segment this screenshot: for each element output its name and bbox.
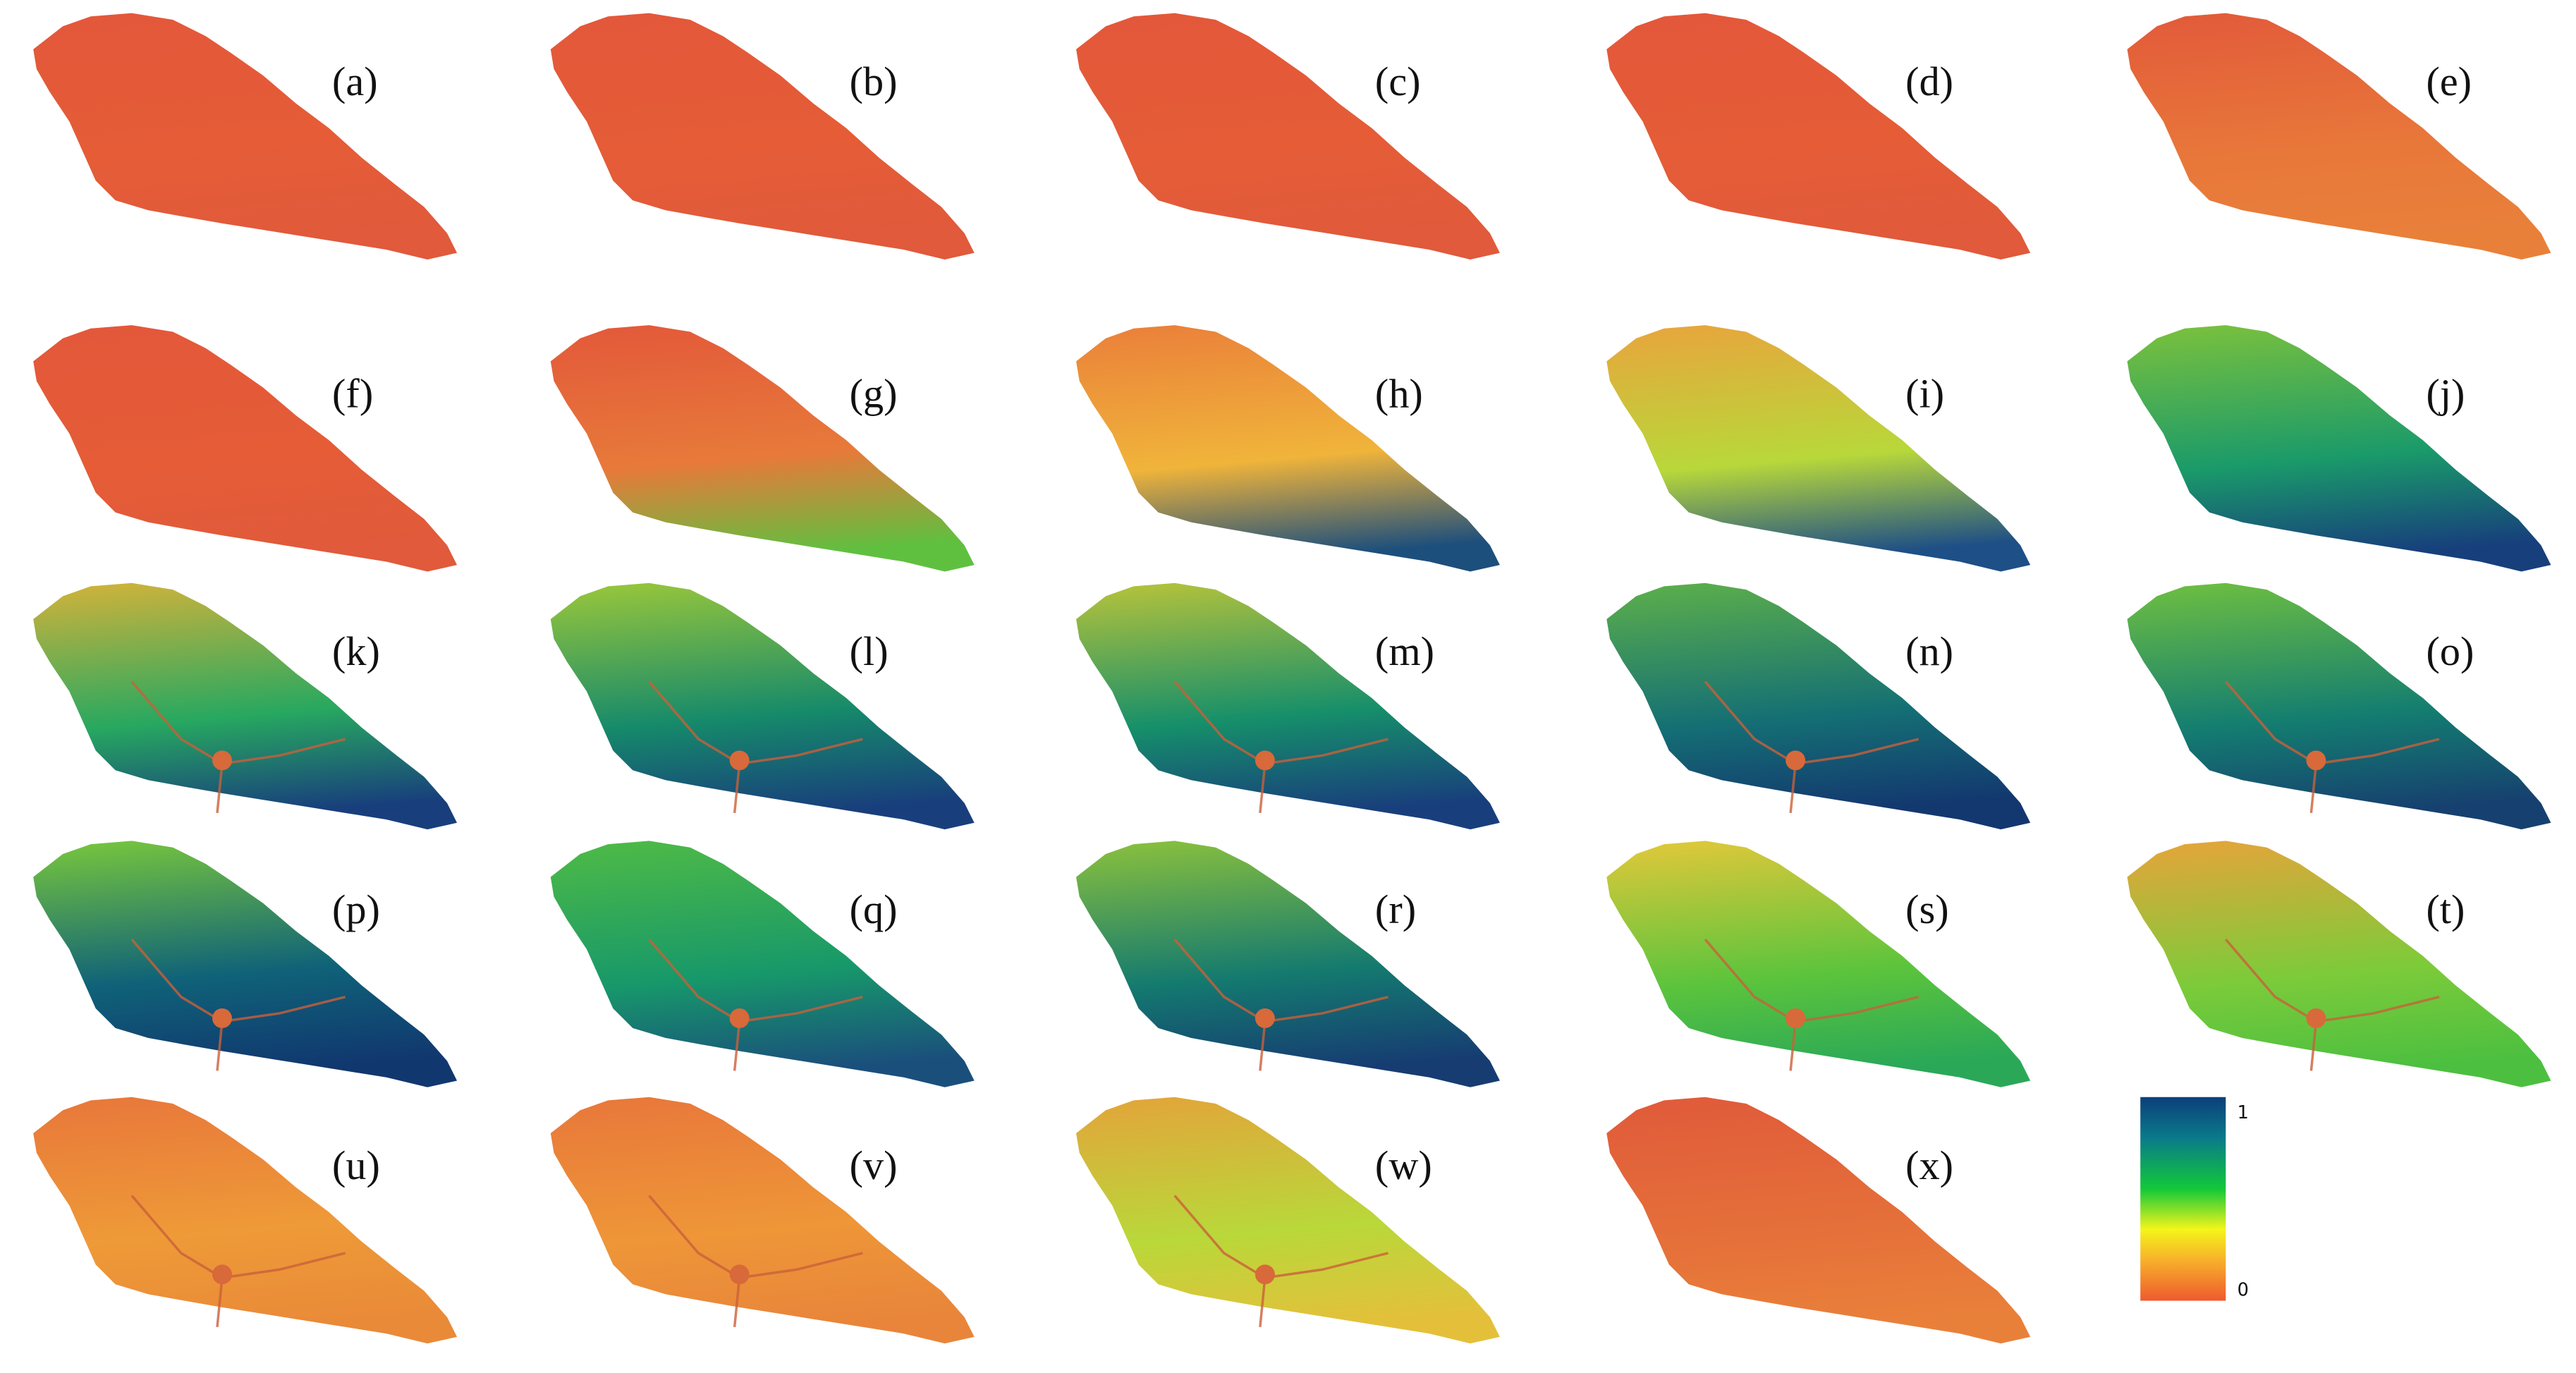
panel-label: (q) xyxy=(850,886,898,932)
map-panel xyxy=(2127,841,2551,1087)
watershed-map xyxy=(33,13,458,260)
watershed-map xyxy=(33,325,458,572)
town xyxy=(2306,1008,2326,1028)
town xyxy=(729,1264,750,1285)
legend: 1 0 xyxy=(2140,1097,2249,1301)
map-panel xyxy=(2127,325,2551,572)
map-panel xyxy=(1606,325,2031,572)
panel-label: (c) xyxy=(1375,59,1421,104)
panel-label: (g) xyxy=(850,371,898,417)
map-panel xyxy=(1606,582,2031,830)
watershed-map xyxy=(1606,13,2031,260)
watershed-map xyxy=(1606,582,2031,830)
watershed-map xyxy=(1076,1097,1500,1344)
watershed-map xyxy=(1606,841,2031,1087)
panel-label: (e) xyxy=(2426,59,2472,104)
watershed-map xyxy=(33,1097,458,1344)
panel-label: (w) xyxy=(1375,1142,1432,1188)
town xyxy=(729,750,750,771)
map-panel xyxy=(1606,13,2031,260)
panel-label: (a) xyxy=(332,59,378,104)
map-panel xyxy=(550,582,975,830)
panel-label: (i) xyxy=(1905,371,1944,417)
panel-label: (v) xyxy=(850,1142,898,1188)
watershed-map xyxy=(1606,1097,2031,1344)
map-panel xyxy=(33,13,458,260)
town xyxy=(212,1264,232,1285)
panel-label: (k) xyxy=(332,628,380,674)
color-bar xyxy=(2140,1097,2226,1301)
panel-label: (f) xyxy=(332,371,373,417)
watershed-map xyxy=(550,13,975,260)
town xyxy=(729,1008,750,1028)
watershed-map xyxy=(33,841,458,1087)
town xyxy=(1255,1264,1275,1285)
map-panel xyxy=(1606,1097,2031,1344)
map-panel xyxy=(1076,1097,1500,1344)
panel-label: (p) xyxy=(332,886,380,932)
map-panel xyxy=(33,582,458,830)
panel-label: (s) xyxy=(1905,886,1948,932)
map-panel xyxy=(2127,582,2551,830)
map-panel xyxy=(33,325,458,572)
map-panel xyxy=(550,13,975,260)
panel-label: (o) xyxy=(2426,628,2474,674)
town xyxy=(1255,1008,1275,1028)
panel-label: (b) xyxy=(850,59,898,104)
town xyxy=(212,1008,232,1028)
town xyxy=(1786,750,1806,771)
panel-label: (l) xyxy=(850,628,889,674)
watershed-map xyxy=(2127,13,2551,260)
map-panel xyxy=(33,841,458,1087)
watershed-map xyxy=(1076,325,1500,572)
watershed-map xyxy=(2127,841,2551,1087)
map-panel xyxy=(33,1097,458,1344)
watershed-map xyxy=(33,582,458,830)
map-panel xyxy=(1076,13,1500,260)
map-panel xyxy=(1076,841,1500,1087)
town xyxy=(212,750,232,771)
map-panel xyxy=(1076,582,1500,830)
map-panel xyxy=(550,325,975,572)
legend-max: 1 xyxy=(2238,1102,2249,1123)
panel-label: (h) xyxy=(1375,371,1423,417)
panel-label: (m) xyxy=(1375,628,1434,674)
town xyxy=(1255,750,1275,771)
watershed-map xyxy=(550,1097,975,1344)
watershed-map xyxy=(1606,325,2031,572)
watershed-map xyxy=(1076,13,1500,260)
panel-label: (j) xyxy=(2426,371,2465,417)
watershed-map xyxy=(2127,582,2551,830)
panel-label: (n) xyxy=(1905,628,1953,674)
map-panel xyxy=(550,1097,975,1344)
panel-label: (d) xyxy=(1905,59,1953,104)
panel-label: (x) xyxy=(1905,1142,1953,1188)
watershed-map xyxy=(1076,841,1500,1087)
town xyxy=(2306,750,2326,771)
watershed-map xyxy=(550,841,975,1087)
watershed-map xyxy=(2127,325,2551,572)
map-panel xyxy=(2127,13,2551,260)
panel-label: (r) xyxy=(1375,886,1416,932)
map-panel xyxy=(1076,325,1500,572)
watershed-map xyxy=(550,325,975,572)
town xyxy=(1786,1008,1806,1028)
panel-label: (t) xyxy=(2426,886,2465,932)
watershed-map xyxy=(550,582,975,830)
watershed-map xyxy=(1076,582,1500,830)
legend-min: 0 xyxy=(2238,1280,2249,1301)
map-panel xyxy=(1606,841,2031,1087)
panel-label: (u) xyxy=(332,1142,380,1188)
map-panel xyxy=(550,841,975,1087)
